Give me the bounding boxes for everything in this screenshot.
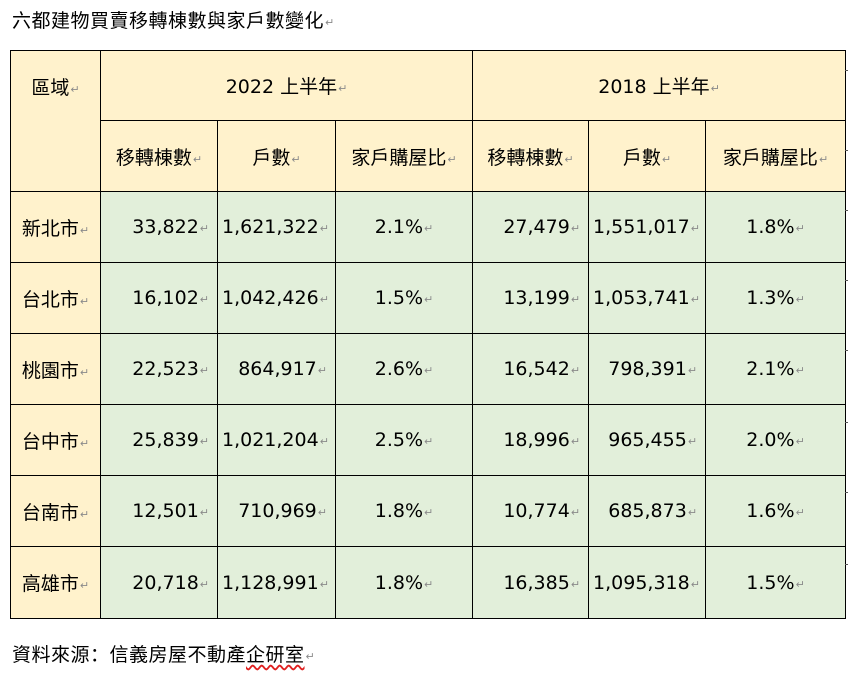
column-header-purchase-ratio-2022: 家戶購屋比↵ — [334, 120, 474, 192]
transfers-2018-cell: 16,385↵ — [472, 546, 590, 619]
households-2022-cell: 710,969↵ — [217, 475, 336, 547]
purchase-ratio-2018-cell: 1.6%↵ — [705, 475, 847, 547]
region-cell: 新北市↵ — [10, 191, 101, 263]
purchase-ratio-2022-cell: 1.8%↵ — [334, 546, 474, 619]
transfers-2018-cell: 13,199↵ — [472, 262, 590, 334]
group-header-2022: 2022 上半年↵ — [99, 50, 474, 121]
table-row: 新北市↵ 33,822↵ 1,621,322↵ 2.1%↵ 27,479↵ 1,551,0… — [10, 191, 847, 263]
transfers-2018-cell: 27,479↵ — [472, 191, 590, 263]
transfers-2022-cell: 25,839↵ — [100, 404, 218, 476]
source-note: 資料來源：信義房屋不動產企研室↵ — [12, 644, 316, 666]
purchase-ratio-2022-cell: 1.5%↵ — [334, 262, 474, 334]
transfers-2018-cell: 16,542↵ — [472, 333, 590, 405]
transfers-2018-cell: 10,774↵ — [472, 475, 590, 547]
transfers-2022-cell: 12,501↵ — [100, 475, 218, 547]
region-cell: 台北市↵ — [10, 262, 101, 334]
households-2018-cell: 1,551,017↵ — [588, 191, 707, 263]
column-header-transfers-2022: 移轉棟數↵ — [100, 120, 218, 192]
spellcheck-flagged-text: 企研室 — [246, 644, 305, 666]
region-cell: 桃園市↵ — [10, 333, 101, 405]
purchase-ratio-2018-cell: 2.0%↵ — [705, 404, 847, 476]
column-header-households-2018: 戶數↵ — [588, 120, 707, 192]
purchase-ratio-2018-cell: 1.8%↵ — [705, 191, 847, 263]
group-header-row: 區域↵ 2022 上半年↵ 2018 上半年↵ — [10, 50, 847, 192]
purchase-ratio-2018-cell: 1.5%↵ — [705, 546, 847, 619]
region-cell: 台中市↵ — [10, 404, 101, 476]
households-2022-cell: 1,621,322↵ — [217, 191, 336, 263]
end-of-row-marks — [845, 60, 849, 620]
purchase-ratio-2022-cell: 2.6%↵ — [334, 333, 474, 405]
table-row: 高雄市↵ 20,718↵ 1,128,991↵ 1.8%↵ 16,385↵ 1,095,3… — [10, 546, 847, 619]
households-2018-cell: 1,053,741↵ — [588, 262, 707, 334]
transfers-2022-cell: 33,822↵ — [100, 191, 218, 263]
households-2022-cell: 864,917↵ — [217, 333, 336, 405]
column-header-purchase-ratio-2018: 家戶購屋比↵ — [705, 120, 847, 192]
households-2022-cell: 1,128,991↵ — [217, 546, 336, 619]
column-header-row: 移轉棟數↵ 戶數↵ 家戶購屋比↵ 移轉棟數↵ 戶數↵ 家戶購屋比↵ — [11, 120, 847, 192]
group-header-2018: 2018 上半年↵ — [472, 50, 847, 121]
households-2022-cell: 1,042,426↵ — [217, 262, 336, 334]
purchase-ratio-2018-cell: 2.1%↵ — [705, 333, 847, 405]
table-row: 台南市↵ 12,501↵ 710,969↵ 1.8%↵ 10,774↵ 685,873↵ 1… — [10, 475, 847, 547]
households-2018-cell: 798,391↵ — [588, 333, 707, 405]
households-2018-cell: 1,095,318↵ — [588, 546, 707, 619]
purchase-ratio-2022-cell: 1.8%↵ — [334, 475, 474, 547]
households-2018-cell: 965,455↵ — [588, 404, 707, 476]
purchase-ratio-2018-cell: 1.3%↵ — [705, 262, 847, 334]
table-row: 台北市↵ 16,102↵ 1,042,426↵ 1.5%↵ 13,199↵ 1,053,7… — [10, 262, 847, 334]
purchase-ratio-2022-cell: 2.1%↵ — [334, 191, 474, 263]
paragraph-mark: ↵ — [325, 16, 335, 29]
region-cell: 台南市↵ — [10, 475, 101, 547]
region-cell: 高雄市↵ — [10, 546, 101, 619]
housing-transfer-table: 區域↵ 2022 上半年↵ 2018 上半年↵ 移轉棟數↵ 戶數↵ 家戶購屋比↵… — [10, 50, 847, 619]
transfers-2022-cell: 16,102↵ — [100, 262, 218, 334]
purchase-ratio-2022-cell: 2.5%↵ — [334, 404, 474, 476]
document-title: 六都建物買賣移轉棟數與家戶數變化↵ — [12, 10, 335, 32]
column-header-transfers-2018: 移轉棟數↵ — [472, 120, 590, 192]
corner-header: 區域↵ — [10, 50, 101, 192]
households-2018-cell: 685,873↵ — [588, 475, 707, 547]
table-row: 台中市↵ 25,839↵ 1,021,204↵ 2.5%↵ 18,996↵ 965,455… — [10, 404, 847, 476]
transfers-2018-cell: 18,996↵ — [472, 404, 590, 476]
transfers-2022-cell: 20,718↵ — [100, 546, 218, 619]
table-row: 桃園市↵ 22,523↵ 864,917↵ 2.6%↵ 16,542↵ 798,391↵ 2… — [10, 333, 847, 405]
transfers-2022-cell: 22,523↵ — [100, 333, 218, 405]
households-2022-cell: 1,021,204↵ — [217, 404, 336, 476]
column-header-households-2022: 戶數↵ — [217, 120, 336, 192]
